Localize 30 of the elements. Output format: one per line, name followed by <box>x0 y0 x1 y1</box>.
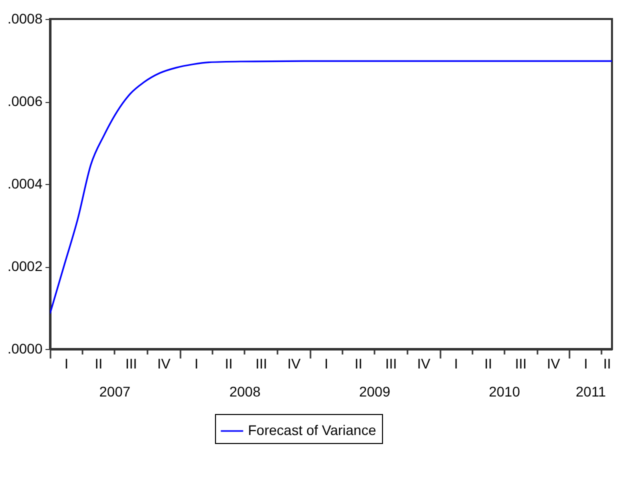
text: III <box>514 356 527 372</box>
text: III <box>255 356 268 372</box>
y-tick-label: .0002 <box>7 258 43 274</box>
text: IV <box>287 356 302 372</box>
y-tick-label: .0000 <box>7 340 43 356</box>
text: I <box>64 356 68 372</box>
text: II <box>354 356 362 372</box>
x-tick-label: 2009 <box>359 384 390 400</box>
text: I <box>324 356 328 372</box>
y-tick-label: .0006 <box>7 93 43 109</box>
x-tick-label: 2011 <box>576 384 606 400</box>
legend-label: Forecast of Variance <box>248 422 376 438</box>
text: III <box>125 356 138 372</box>
text: I <box>194 356 198 372</box>
text: IV <box>546 356 561 372</box>
text: IV <box>417 356 432 372</box>
text: II <box>603 356 612 372</box>
text: II <box>94 356 103 372</box>
text: II <box>224 356 233 372</box>
text: I <box>454 356 458 372</box>
text: IV <box>157 356 172 372</box>
x-tick-label: 2010 <box>488 384 520 400</box>
y-tick-label: .0004 <box>7 176 43 192</box>
line-series <box>50 60 612 314</box>
text: I <box>584 356 588 372</box>
x-tick-label: 2008 <box>229 384 261 400</box>
x-tick-label: 2007 <box>99 384 131 400</box>
text: II <box>484 356 492 372</box>
text: III <box>385 356 397 372</box>
y-tick-label: .0008 <box>7 10 43 26</box>
